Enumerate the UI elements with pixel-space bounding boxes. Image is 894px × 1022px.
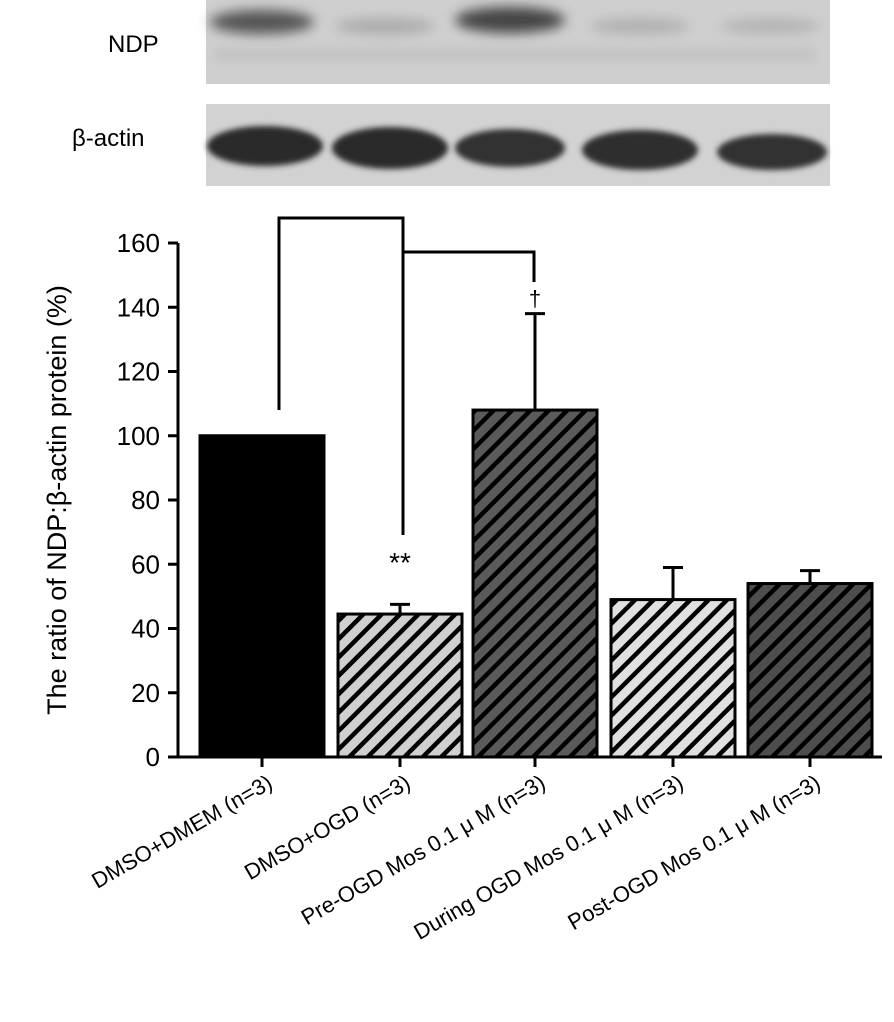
x-tick-label: Post-OGD Mos 0.1 μ M (n=3): [563, 770, 824, 935]
blot-actin: [206, 104, 830, 186]
significance-bracket: [277, 216, 405, 535]
y-axis-label: The ratio of NDP:β-actin protein (%): [42, 285, 72, 715]
y-tick-label: 120: [117, 357, 160, 387]
y-tick-label: 80: [131, 485, 160, 515]
error-bar: [663, 565, 683, 600]
blot-label: β-actin: [72, 125, 145, 152]
y-tick-label: 60: [131, 549, 160, 579]
y-tick-label: 100: [117, 421, 160, 451]
bar: [336, 612, 464, 759]
x-tick-label: Pre-OGD Mos 0.1 μ M (n=3): [297, 770, 550, 930]
y-tick-label: 20: [131, 678, 160, 708]
bar: [198, 434, 326, 759]
x-tick-label: During OGD Mos 0.1 μ M (n=3): [409, 770, 687, 945]
bar: [471, 408, 599, 759]
significance-bracket: [403, 250, 536, 282]
blot-ndp: [206, 0, 830, 84]
y-tick-label: 40: [131, 614, 160, 644]
annotation: **: [389, 547, 411, 578]
annotation: †: [529, 286, 541, 311]
error-bar: [390, 602, 410, 615]
y-tick-label: 140: [117, 292, 160, 322]
blot-label: NDP: [108, 31, 159, 58]
bar: [609, 598, 737, 759]
y-tick-label: 0: [146, 742, 160, 772]
error-bar: [525, 312, 545, 411]
bar: [746, 582, 874, 759]
y-tick-label: 160: [117, 228, 160, 258]
error-bar: [800, 569, 820, 584]
